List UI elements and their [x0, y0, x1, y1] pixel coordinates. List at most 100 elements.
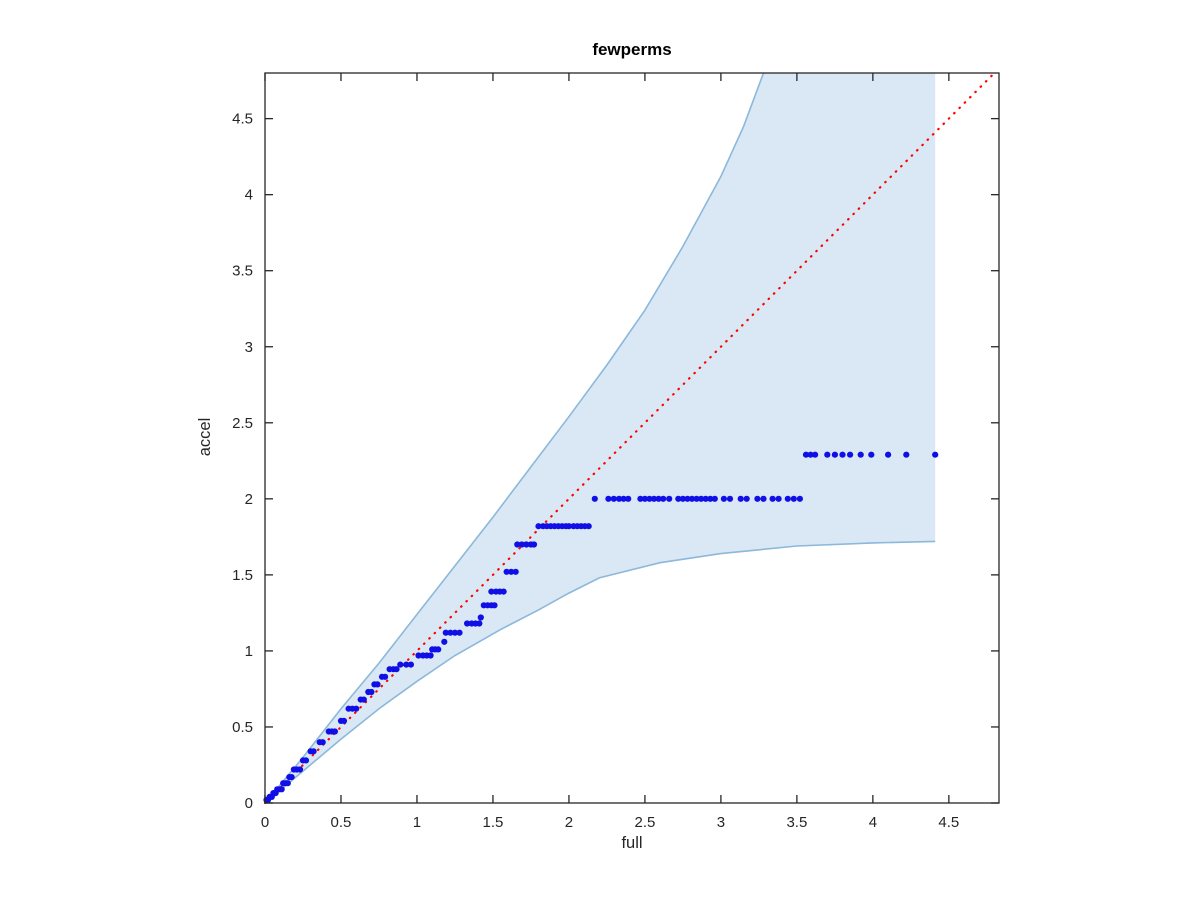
- scatter-point: [688, 495, 696, 502]
- scatter-point: [591, 495, 598, 502]
- scatter-point: [296, 766, 304, 773]
- y-tick-label: 0.5: [232, 719, 253, 736]
- scatter-point: [620, 495, 627, 502]
- scatter-point: [393, 666, 400, 673]
- scatter-point: [302, 757, 310, 764]
- scatter-point: [353, 705, 360, 712]
- scatter-point: [868, 451, 875, 458]
- scatter-point: [491, 602, 498, 609]
- scatter-point: [310, 748, 317, 755]
- scatter-point: [807, 451, 814, 458]
- scatter-point: [839, 451, 846, 458]
- scatter-point: [403, 661, 410, 668]
- scatter-point: [535, 523, 542, 530]
- y-tick-label: 0: [245, 795, 253, 812]
- scatter-point: [743, 495, 750, 502]
- scatter-point: [675, 495, 682, 502]
- scatter-point: [456, 629, 463, 636]
- scatter-point: [769, 495, 776, 502]
- scatter-point: [655, 495, 662, 502]
- y-tick-label: 1: [245, 643, 253, 660]
- scatter-point: [518, 541, 525, 548]
- x-tick-label: 4: [869, 814, 877, 831]
- scatter-point: [679, 495, 687, 502]
- scatter-point: [625, 495, 632, 502]
- scatter-point: [702, 495, 709, 502]
- reference-line: [263, 71, 996, 805]
- x-tick-label: 0: [261, 814, 269, 831]
- scatter-point: [407, 661, 414, 668]
- scatter-point: [847, 451, 854, 458]
- scatter-point: [319, 739, 326, 746]
- scatter-point: [650, 495, 658, 502]
- scatter-point: [857, 451, 864, 458]
- scatter-point: [932, 451, 939, 458]
- scatter-point: [754, 495, 761, 502]
- scatter-point: [812, 451, 819, 458]
- scatter-point: [435, 646, 442, 653]
- scatter-point: [512, 568, 519, 575]
- scatter-point: [711, 495, 718, 502]
- scatter-point: [441, 638, 448, 645]
- scatter-point: [903, 451, 910, 458]
- scatter-point: [464, 620, 471, 627]
- scatter-point: [331, 728, 338, 735]
- x-tick-label: 3: [717, 814, 725, 831]
- scatter-point: [726, 495, 734, 502]
- scatter-point: [760, 495, 767, 502]
- scatter-point: [641, 495, 649, 502]
- scatter-point: [737, 495, 744, 502]
- scatter-point: [397, 661, 404, 668]
- confidence-band-upper-edge: [264, 72, 765, 804]
- y-tick-label: 3: [245, 339, 253, 356]
- y-tick-label: 2: [245, 491, 253, 508]
- scatter-point: [382, 673, 389, 680]
- y-axis-label: accel: [196, 417, 214, 457]
- scatter-point: [660, 495, 667, 502]
- scatter-point: [775, 495, 782, 502]
- chart-title: fewperms: [592, 40, 672, 59]
- scatter-point: [442, 629, 449, 636]
- scatter-point: [666, 495, 673, 502]
- y-tick-label: 3.5: [232, 263, 253, 280]
- scatter-point: [447, 629, 454, 636]
- scatter-point: [503, 568, 510, 575]
- scatter-point: [488, 588, 495, 595]
- x-tick-label: 0.5: [331, 814, 352, 831]
- scatter-point: [684, 495, 691, 502]
- scatter-point: [720, 495, 728, 502]
- scatter-point: [605, 495, 612, 502]
- scatter-point: [278, 786, 285, 793]
- scatter-point: [368, 688, 375, 696]
- scatter-point: [508, 568, 515, 575]
- y-tick-label: 1.5: [232, 567, 253, 584]
- scatter-point: [288, 774, 295, 781]
- x-axis-label: full: [621, 834, 643, 852]
- scatter-point: [360, 696, 367, 703]
- scatter-point: [340, 717, 348, 725]
- scatter-point: [784, 495, 791, 502]
- scatter-point: [374, 681, 381, 688]
- y-tick-label: 2.5: [232, 415, 253, 432]
- scatter-point: [565, 523, 573, 530]
- scatter-point: [790, 495, 797, 502]
- scatter-point: [585, 523, 592, 530]
- scatter-point: [451, 629, 459, 636]
- x-tick-label: 2: [565, 814, 573, 831]
- confidence-band-fill: [265, 73, 936, 803]
- scatter-point: [500, 588, 507, 595]
- scatter-point: [796, 495, 804, 502]
- scatter-point: [415, 652, 422, 659]
- scatter-point: [802, 451, 810, 458]
- scatter-point: [693, 495, 700, 502]
- scatter-point: [831, 451, 839, 458]
- scatter-point: [616, 495, 623, 502]
- x-tick-label: 2.5: [634, 814, 655, 831]
- y-tick-label: 4: [245, 187, 253, 204]
- scatter-point: [610, 495, 617, 502]
- scatter-point: [284, 780, 291, 787]
- x-tick-label: 4.5: [938, 814, 959, 831]
- scatter-point: [523, 541, 530, 548]
